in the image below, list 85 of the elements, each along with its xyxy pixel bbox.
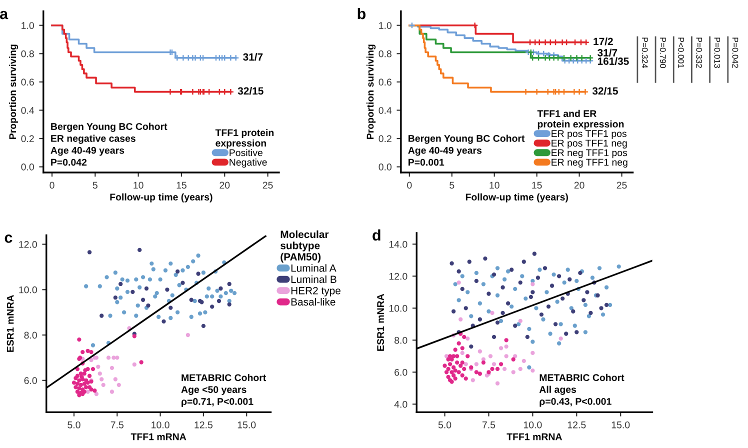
legend-label: Luminal B xyxy=(291,275,336,284)
y-tick-label: 1.0 xyxy=(22,22,34,29)
x-tick-label: 12.5 xyxy=(568,421,586,428)
x-tick-label: 15 xyxy=(532,182,542,189)
annotation: 32/15 xyxy=(238,86,264,95)
legend-label: Negative xyxy=(230,158,267,168)
x-tick-label: 15.0 xyxy=(238,421,256,428)
annotation: 161/35 xyxy=(598,57,629,66)
text: a xyxy=(0,10,8,20)
y-tick-label: 0.2 xyxy=(21,135,34,142)
annotation: METABRIC Cohort All ages ρ=0.43, P<0.001 xyxy=(539,374,624,407)
y-tick-label: 0.4 xyxy=(378,106,392,114)
y-axis-title: Proportion surviving xyxy=(366,44,376,139)
x-tick-label: 15 xyxy=(176,182,186,189)
x-tick-label: 5 xyxy=(450,182,454,189)
x-tick-label: 0 xyxy=(407,182,412,189)
legend-title: TFF1 and ER protein expression xyxy=(537,110,624,130)
y-tick-label: 6.0 xyxy=(394,368,408,376)
y-tick-label: 6.0 xyxy=(24,377,37,384)
x-axis-title: TFF1 mRNA xyxy=(506,433,562,440)
legend-label: ER neg TFF1 pos xyxy=(552,149,628,158)
x-tick-label: 10.0 xyxy=(524,421,542,428)
text: P=0.324 xyxy=(642,38,648,68)
legend-label: Luminal A xyxy=(291,264,336,272)
x-tick-label: 25 xyxy=(616,182,627,189)
y-tick-label: 0.0 xyxy=(378,164,392,170)
annotation: 17/2 xyxy=(594,37,613,46)
annotation: 32/15 xyxy=(592,86,618,95)
x-tick-label: 5 xyxy=(92,182,98,189)
x-tick-label: 25 xyxy=(262,182,273,189)
legend-title: Molecular subtype (PAM50) xyxy=(280,230,329,263)
legend-label: Basal-like xyxy=(291,298,336,306)
annotation: 31/7 xyxy=(243,53,263,61)
text: P=0.013 xyxy=(714,38,720,68)
x-tick-label: 10.0 xyxy=(152,421,170,428)
y-axis-title: ESR1 mNRA xyxy=(6,295,14,352)
y-tick-label: 0.4 xyxy=(21,106,34,114)
x-tick-label: 12.5 xyxy=(194,421,213,428)
annotation: METABRIC Cohort Age <50 years ρ=0.71, P<0.001 xyxy=(181,374,266,407)
y-tick-label: 8.0 xyxy=(394,336,408,344)
text: P=0.790 xyxy=(660,38,666,68)
x-axis-title: Follow-up time (years) xyxy=(466,193,568,202)
x-tick-label: 10 xyxy=(490,182,500,189)
x-tick-label: 15.0 xyxy=(612,421,630,428)
annotation: 31/7 xyxy=(598,48,618,57)
x-tick-label: 0 xyxy=(50,182,54,189)
y-tick-label: 8.0 xyxy=(24,332,37,339)
text: d xyxy=(372,229,380,241)
y-tick-label: 14.0 xyxy=(389,240,408,248)
x-axis-title: Follow-up time (years) xyxy=(110,193,212,202)
y-tick-label: 12.0 xyxy=(19,241,37,248)
legend-label: ER pos TFF1 pos xyxy=(552,130,627,139)
text: P=0.332 xyxy=(696,38,702,68)
x-axis-title: TFF1 mRNA xyxy=(130,433,186,440)
y-tick-label: 0.2 xyxy=(378,135,392,142)
text: P=0.042 xyxy=(732,38,738,68)
annotation: Bergen Young BC Cohort Age 40-49 years P=0.001 xyxy=(408,134,525,166)
x-tick-label: 7.5 xyxy=(482,422,496,428)
y-axis-title: Proportion surviving xyxy=(8,44,18,139)
y-tick-label: 10.0 xyxy=(19,286,37,294)
legend-title: TFF1 protein expression xyxy=(215,128,274,149)
x-tick-label: 5.0 xyxy=(68,421,80,428)
x-tick-label: 10 xyxy=(134,182,144,189)
x-tick-label: 7.5 xyxy=(110,422,124,428)
y-tick-label: 0.0 xyxy=(21,164,34,170)
y-tick-label: 12.0 xyxy=(389,272,408,280)
legend-label: Positive xyxy=(230,149,262,156)
legend-label: ER neg TFF1 neg xyxy=(552,158,628,168)
annotation: Bergen Young BC Cohort ER negative cases Age 40-49 years P=0.042 xyxy=(50,122,168,166)
text: b xyxy=(358,8,366,20)
y-tick-label: 0.6 xyxy=(378,78,392,86)
y-tick-label: 0.6 xyxy=(21,78,34,86)
legend-label: HER2 type xyxy=(291,286,340,296)
y-tick-label: 4.0 xyxy=(394,400,408,408)
legend-label: ER pos TFF1 neg xyxy=(552,140,627,149)
y-axis-title: ESR1 mNRA xyxy=(377,294,384,351)
x-tick-label: 20 xyxy=(220,182,230,189)
x-tick-label: 5.0 xyxy=(438,421,452,428)
text: P<0.001 xyxy=(678,38,684,68)
y-tick-label: 10.0 xyxy=(389,304,408,312)
y-tick-label: 0.8 xyxy=(21,50,34,58)
y-tick-label: 1.0 xyxy=(379,22,392,29)
x-tick-label: 20 xyxy=(574,182,584,189)
text: c xyxy=(4,234,12,243)
y-tick-label: 0.8 xyxy=(378,50,392,58)
